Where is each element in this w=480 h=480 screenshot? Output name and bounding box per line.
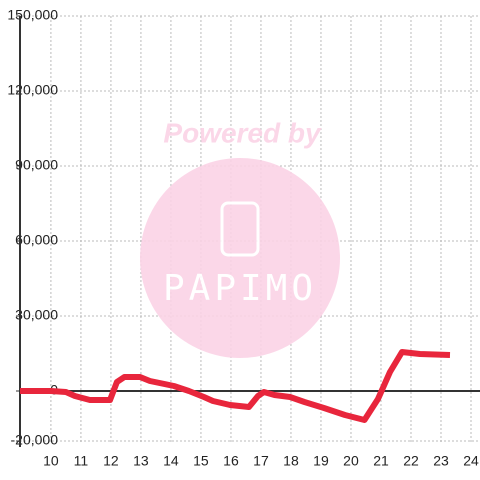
data-line bbox=[20, 349, 451, 423]
x-tick-label: 24 bbox=[463, 453, 479, 469]
watermark-logo: PAPIMO bbox=[163, 268, 317, 309]
y-tick-label: 150,000 bbox=[7, 7, 58, 23]
y-tick-label: 90,000 bbox=[15, 157, 58, 173]
x-tick-label: 13 bbox=[133, 453, 149, 469]
watermark-icon bbox=[220, 201, 260, 257]
y-tick-label: -20,000 bbox=[11, 432, 59, 448]
y-tick-label: 60,000 bbox=[15, 232, 58, 248]
x-tick-label: 14 bbox=[163, 453, 179, 469]
watermark: Powered by PAPIMO bbox=[140, 117, 340, 358]
x-tick-label: 17 bbox=[253, 453, 269, 469]
x-tick-label: 22 bbox=[403, 453, 419, 469]
x-tick-label: 10 bbox=[43, 453, 59, 469]
x-tick-label: 12 bbox=[103, 453, 119, 469]
x-tick-label: 23 bbox=[433, 453, 449, 469]
x-tick-label: 11 bbox=[74, 453, 89, 469]
watermark-circle bbox=[140, 158, 340, 358]
x-tick-label: 18 bbox=[283, 453, 299, 469]
y-tick-label: 30,000 bbox=[15, 307, 58, 323]
x-tick-label: 16 bbox=[223, 453, 239, 469]
x-tick-label: 15 bbox=[193, 453, 209, 469]
watermark-text: Powered by bbox=[163, 117, 322, 148]
y-tick-label: 120,000 bbox=[7, 82, 58, 98]
x-tick-label: 21 bbox=[373, 453, 389, 469]
x-tick-label: 20 bbox=[343, 453, 359, 469]
x-tick-label: 19 bbox=[313, 453, 329, 469]
